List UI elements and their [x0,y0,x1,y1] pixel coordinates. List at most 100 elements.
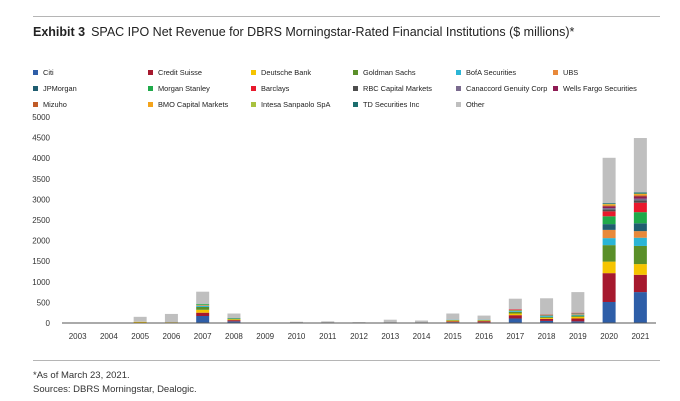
bar-segment [321,321,335,323]
bar-segment [571,314,585,316]
footnote: *As of March 23, 2021. [33,370,130,381]
legend-label: Credit Suisse [158,68,202,77]
exhibit-label: Exhibit 3 [33,25,86,39]
bar-segment [508,318,522,323]
legend-label: Wells Fargo Securities [563,84,637,93]
bar-segment [571,314,585,315]
bar-segment [196,304,210,305]
y-tick-label: 5000 [32,113,50,122]
legend-label: Morgan Stanley [158,84,210,93]
bar-segment [602,203,616,204]
bar-segment [196,315,210,323]
bar-segment [415,320,429,323]
bar-segment [508,309,522,311]
legend-swatch [456,86,461,91]
title-text: SPAC IPO Net Revenue for DBRS Morningsta… [91,25,575,39]
bar-segment [602,211,616,217]
bar-segment [602,216,616,225]
bar-segment [196,291,210,305]
bar-segment [602,206,616,209]
legend-swatch [553,70,558,75]
legend-label: BofA Securities [466,68,517,77]
bar-segment [508,313,522,316]
legend-swatch [353,86,358,91]
legend-label: Other [466,100,485,109]
bar-segment [602,301,616,323]
legend-label: Goldman Sachs [363,68,416,77]
bar-segment [540,315,554,317]
x-tick-label: 2018 [538,332,556,341]
bar-segment [540,317,554,319]
legend-swatch [251,86,256,91]
bar-segment [602,224,616,230]
bar-segment [633,231,647,238]
y-tick-label: 1500 [32,257,50,266]
bar-segment [602,204,616,206]
legend-swatch [251,70,256,75]
x-tick-label: 2019 [569,332,587,341]
x-tick-label: 2005 [131,332,149,341]
bar-segment [133,321,147,323]
legend-swatch [353,102,358,107]
bar-segment [289,321,303,323]
bar-segment [571,315,585,317]
y-tick-label: 2500 [32,216,50,225]
bar-segment [633,192,647,194]
bar-segment [477,320,491,322]
legend-swatch [33,102,38,107]
bar-segment [352,322,366,323]
bar-segment [633,196,647,199]
legend-swatch [33,86,38,91]
bottom-rule [33,360,660,361]
chart-title: Exhibit 3 SPAC IPO Net Revenue for DBRS M… [33,25,574,39]
bar-segment [227,321,241,323]
y-tick-label: 4500 [32,134,50,143]
x-tick-label: 2016 [475,332,493,341]
legend-label: TD Securities Inc [363,100,420,109]
y-tick-label: 2000 [32,237,50,246]
legend-swatch [148,102,153,107]
bar-segment [196,306,210,310]
bar-segment [508,311,522,312]
bar-segment [196,305,210,307]
bar-segment [602,245,616,262]
y-tick-label: 0 [46,319,51,328]
bar-segment [446,320,460,322]
legend-swatch [353,70,358,75]
legend-label: Citi [43,68,54,77]
bar-segment [633,194,647,196]
top-rule [33,16,660,17]
x-tick-label: 2011 [319,332,337,341]
x-tick-label: 2021 [631,332,649,341]
x-tick-label: 2007 [194,332,212,341]
x-tick-label: 2013 [381,332,399,341]
y-tick-label: 3500 [32,175,50,184]
bar-segment [633,200,647,203]
bar-segment [540,318,554,321]
x-tick-label: 2020 [600,332,618,341]
legend-label: Intesa Sanpaolo SpA [261,100,331,109]
legend-label: Barclays [261,84,290,93]
bar-segment [508,310,522,312]
bar-segment [571,312,585,314]
bar-segment [633,237,647,246]
x-tick-label: 2003 [69,332,87,341]
bar-segment [633,198,647,201]
bar-segment [164,313,178,323]
legend-label: Canaccord Genuity Corp [466,84,548,93]
bar-segment [602,157,616,204]
legend-label: Deutsche Bank [261,68,312,77]
bar-segment [477,322,491,323]
bar-segment [602,208,616,210]
bar-segment [571,321,585,323]
bar-segment [196,304,210,306]
bar-segment [164,322,178,323]
legend-swatch [553,86,558,91]
legend-label: JPMorgan [43,84,77,93]
x-tick-label: 2012 [350,332,368,341]
legend-swatch [148,86,153,91]
bar-segment [446,313,460,320]
y-tick-label: 3000 [32,195,50,204]
bar-segment [446,322,460,323]
